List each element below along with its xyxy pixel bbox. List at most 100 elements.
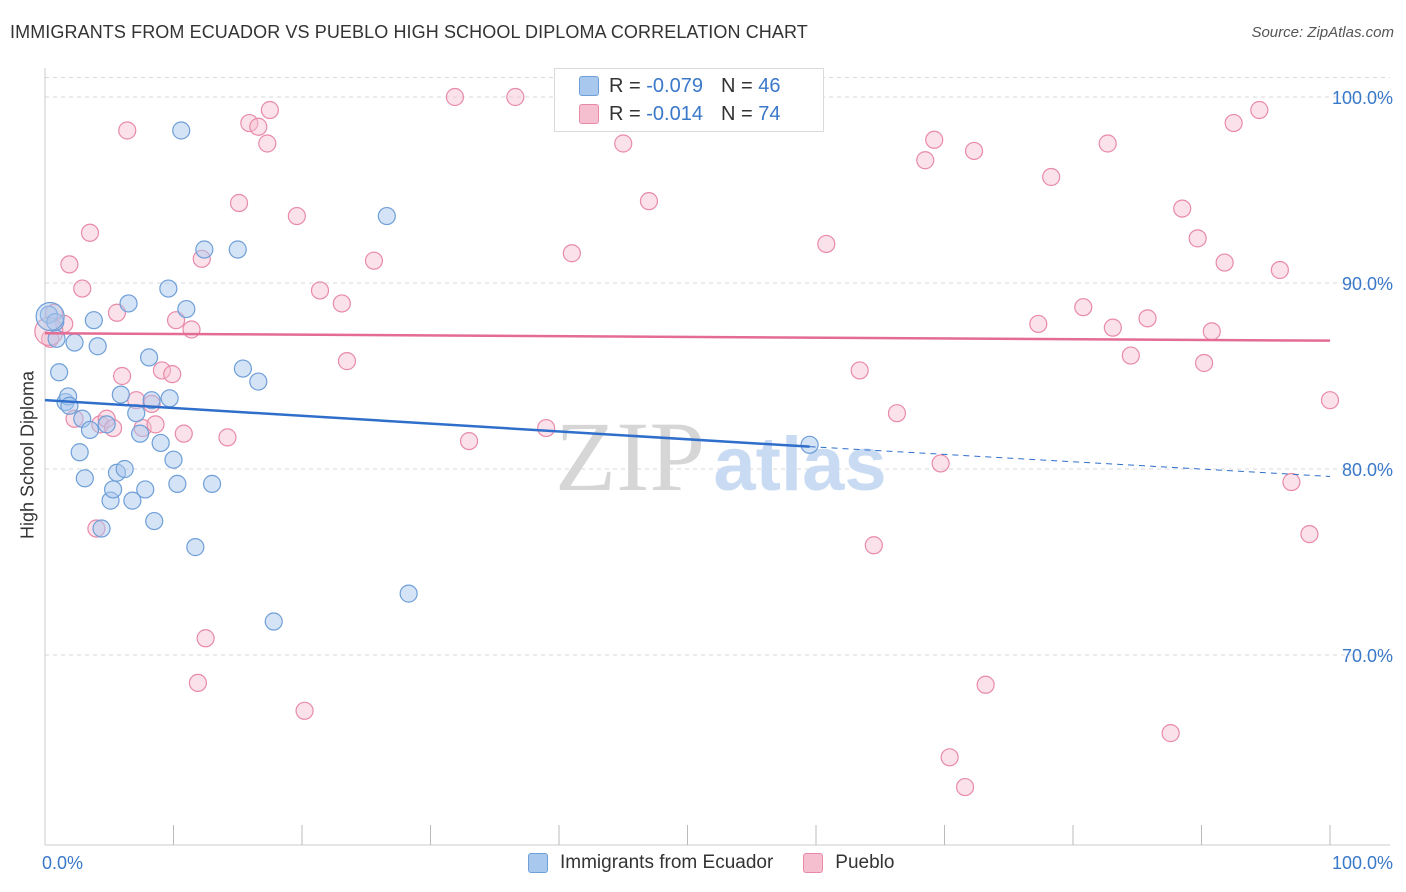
ecuador-point[interactable] xyxy=(177,299,196,319)
pueblo-point[interactable] xyxy=(73,279,92,298)
pueblo-point[interactable] xyxy=(864,536,883,555)
pueblo-point[interactable] xyxy=(1300,524,1319,544)
pueblo-point[interactable] xyxy=(887,404,907,423)
pueblo-point[interactable] xyxy=(1161,724,1180,743)
pueblo-point[interactable] xyxy=(925,130,944,149)
pueblo-point[interactable] xyxy=(163,365,182,384)
ecuador-point[interactable] xyxy=(249,372,268,391)
pueblo-point[interactable] xyxy=(60,255,79,274)
pueblo-point[interactable] xyxy=(1173,199,1192,218)
ecuador-point[interactable] xyxy=(123,491,142,510)
legend-item-ecuador[interactable]: Immigrants from Ecuador xyxy=(528,852,773,874)
ecuador-point[interactable] xyxy=(136,480,155,499)
pueblo-point[interactable] xyxy=(249,117,268,136)
ecuador-point[interactable] xyxy=(168,474,187,493)
ecuador-point[interactable] xyxy=(75,469,94,488)
ecuador-point[interactable] xyxy=(145,511,164,531)
pueblo-point[interactable] xyxy=(1188,229,1207,248)
ecuador-point[interactable] xyxy=(164,450,183,469)
pueblo-point[interactable] xyxy=(445,87,465,107)
pueblo-point[interactable] xyxy=(639,192,659,211)
pueblo-point[interactable] xyxy=(1138,309,1157,328)
pueblo-point[interactable] xyxy=(916,151,935,170)
ecuador-point[interactable] xyxy=(111,385,130,404)
pueblo-point[interactable] xyxy=(80,223,100,242)
pueblo-point[interactable] xyxy=(506,87,525,107)
ecuador-point[interactable] xyxy=(80,420,100,440)
pueblo-point[interactable] xyxy=(964,141,984,161)
ecuador-point[interactable] xyxy=(151,433,170,453)
pueblo-point[interactable] xyxy=(955,777,975,797)
ecuador-point[interactable] xyxy=(50,363,69,382)
pueblo-point[interactable] xyxy=(166,311,186,330)
pueblo-point[interactable] xyxy=(931,454,950,473)
ecuador-point[interactable] xyxy=(70,443,89,462)
pueblo-point[interactable] xyxy=(182,320,201,339)
ecuador-point[interactable] xyxy=(88,337,107,356)
ecuador-point[interactable] xyxy=(195,240,214,259)
ecuador-point[interactable] xyxy=(800,435,819,454)
pueblo-point[interactable] xyxy=(218,428,237,447)
pueblo-point[interactable] xyxy=(614,134,633,153)
pueblo-point[interactable] xyxy=(1098,134,1117,153)
pueblo-point[interactable] xyxy=(287,206,306,226)
pueblo-point[interactable] xyxy=(258,134,277,153)
pueblo-point[interactable] xyxy=(1270,260,1289,280)
ecuador-point-cluster[interactable] xyxy=(35,301,65,332)
ecuador-point[interactable] xyxy=(60,396,79,415)
ecuador-point[interactable] xyxy=(228,240,247,259)
ecuador-point[interactable] xyxy=(104,480,123,499)
ecuador-point[interactable] xyxy=(399,584,418,603)
legend-item-pueblo[interactable]: Pueblo xyxy=(803,852,894,874)
pueblo-point[interactable] xyxy=(1042,167,1061,187)
ecuador-point[interactable] xyxy=(160,389,179,408)
ecuador-point[interactable] xyxy=(92,519,111,538)
pueblo-point[interactable] xyxy=(118,121,137,140)
ecuador-point[interactable] xyxy=(119,294,138,313)
pueblo-point[interactable] xyxy=(364,251,384,270)
pueblo-point[interactable] xyxy=(1250,100,1269,120)
pueblo-point[interactable] xyxy=(1202,322,1221,341)
pueblo-point[interactable] xyxy=(817,234,836,254)
pueblo-point[interactable] xyxy=(112,366,132,386)
pueblo-point[interactable] xyxy=(1320,391,1340,410)
pueblo-point[interactable] xyxy=(976,675,995,694)
pueblo-point[interactable] xyxy=(152,361,172,380)
ecuador-point[interactable] xyxy=(202,474,222,493)
pueblo-point[interactable] xyxy=(229,193,249,213)
pueblo-point[interactable] xyxy=(295,701,314,720)
pueblo-point[interactable] xyxy=(1215,253,1234,272)
pueblo-point[interactable] xyxy=(146,415,165,434)
pueblo-point[interactable] xyxy=(260,100,279,120)
pueblo-point[interactable] xyxy=(332,294,351,313)
pueblo-point[interactable] xyxy=(1074,298,1093,317)
ecuador-point[interactable] xyxy=(264,612,283,631)
pueblo-point[interactable] xyxy=(850,361,869,380)
ecuador-point[interactable] xyxy=(377,206,396,226)
pueblo-point[interactable] xyxy=(240,113,259,133)
ecuador-point[interactable] xyxy=(139,348,159,367)
ecuador-point[interactable] xyxy=(142,391,161,410)
pueblo-point[interactable] xyxy=(1029,314,1048,334)
ecuador-point[interactable] xyxy=(186,538,205,557)
ecuador-point[interactable] xyxy=(65,333,84,352)
ecuador-point[interactable] xyxy=(97,415,116,434)
ecuador-point[interactable] xyxy=(159,279,178,298)
ecuador-point[interactable] xyxy=(130,424,150,443)
ecuador-point[interactable] xyxy=(233,359,252,378)
pueblo-point[interactable] xyxy=(337,352,357,371)
ecuador-point[interactable] xyxy=(115,459,134,479)
pueblo-point[interactable] xyxy=(174,424,193,443)
pueblo-point[interactable] xyxy=(562,244,581,263)
pueblo-point[interactable] xyxy=(196,629,215,648)
pueblo-point[interactable] xyxy=(1103,318,1122,337)
ecuador-point[interactable] xyxy=(172,121,191,140)
pueblo-point[interactable] xyxy=(940,748,959,767)
pueblo-point[interactable] xyxy=(1224,113,1243,133)
pueblo-point[interactable] xyxy=(537,418,556,438)
ecuador-point[interactable] xyxy=(84,311,103,330)
pueblo-point[interactable] xyxy=(1194,353,1214,373)
pueblo-point[interactable] xyxy=(459,432,479,451)
pueblo-point[interactable] xyxy=(188,673,208,693)
pueblo-point[interactable] xyxy=(1282,472,1301,492)
